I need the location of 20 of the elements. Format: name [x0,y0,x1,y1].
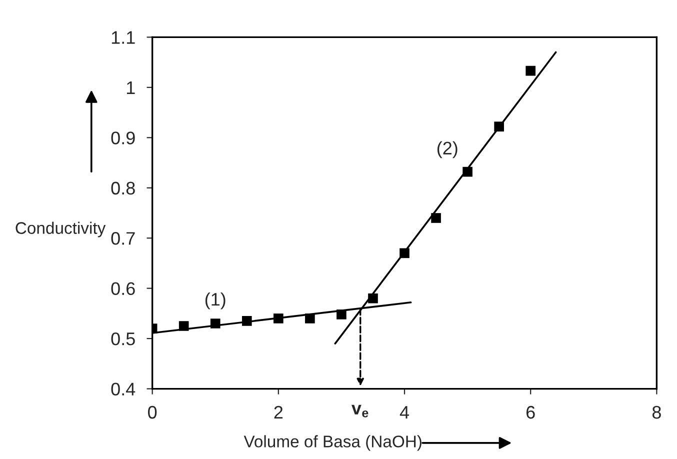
y-tick-label: 0.5 [111,332,135,346]
y-tick-label: 0.9 [111,132,135,144]
annotation: (2) [437,141,458,158]
y-axis-title: Conductivity [16,222,106,238]
point [431,213,441,223]
y-tick-label: 0.8 [111,182,135,195]
x-tick-label: 6 [526,406,535,419]
y-tick-label: 0.7 [111,232,135,245]
x-tick-label: 8 [652,406,661,419]
y-tick-label: 1.1 [112,31,135,44]
y-tick-label: 1 [126,82,135,94]
x-tick-label: 2 [274,406,283,419]
y-tick-label: 0.6 [111,282,135,296]
point [526,66,536,76]
annotation: (1) [205,292,226,310]
x-tick-label: 4 [400,406,409,419]
annotation: v$_{e}$ [352,404,368,418]
x-tick-label: 0 [148,406,157,419]
y-tick-label: 0.4 [111,382,136,396]
x-axis-title: Volume of Basa (NaOH) [244,435,422,451]
